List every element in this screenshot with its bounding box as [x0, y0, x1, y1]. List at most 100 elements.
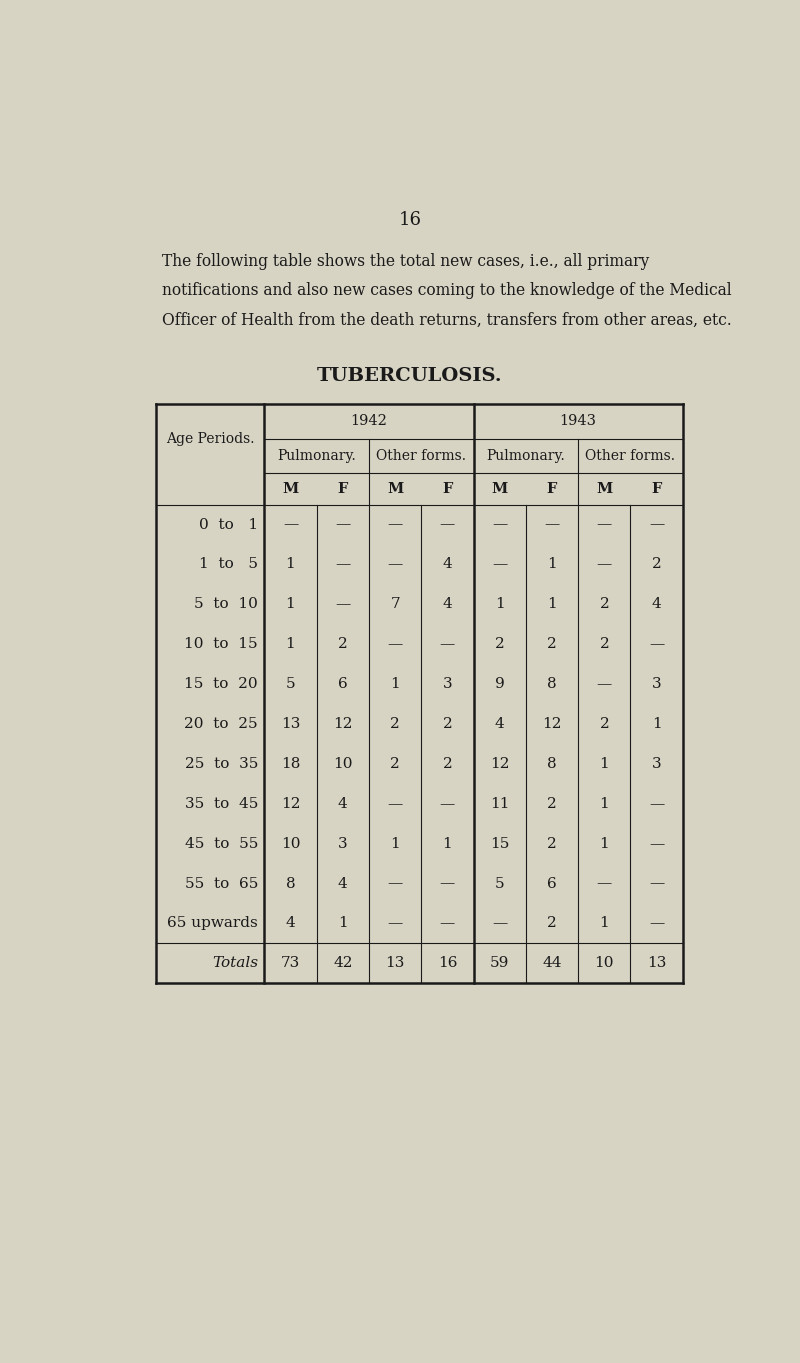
Text: Pulmonary.: Pulmonary.	[278, 448, 356, 463]
Text: 10: 10	[594, 957, 614, 970]
Text: M: M	[282, 483, 298, 496]
Text: F: F	[442, 483, 453, 496]
Text: 1: 1	[599, 837, 610, 851]
Text: 12: 12	[333, 717, 353, 731]
Text: —: —	[649, 638, 664, 652]
Text: 12: 12	[281, 797, 300, 811]
Text: —: —	[440, 797, 455, 811]
Text: 8: 8	[547, 677, 557, 691]
Text: —: —	[440, 518, 455, 532]
Text: 10  to  15: 10 to 15	[185, 638, 258, 652]
Text: 2: 2	[547, 797, 557, 811]
Text: —: —	[440, 916, 455, 931]
Text: Age Periods.: Age Periods.	[166, 432, 254, 446]
Text: 1: 1	[442, 837, 452, 851]
Text: 15: 15	[490, 837, 510, 851]
Text: 4: 4	[338, 876, 348, 890]
Text: 4: 4	[338, 797, 348, 811]
Text: 2: 2	[495, 638, 505, 652]
Text: —: —	[387, 638, 402, 652]
Text: 13: 13	[281, 717, 300, 731]
Text: —: —	[387, 797, 402, 811]
Text: 25  to  35: 25 to 35	[185, 756, 258, 771]
Text: 5: 5	[495, 876, 505, 890]
Text: —: —	[597, 677, 612, 691]
Text: 1: 1	[338, 916, 348, 931]
Text: —: —	[492, 916, 507, 931]
Text: 1942: 1942	[350, 414, 387, 428]
Text: 2: 2	[390, 756, 400, 771]
Text: 11: 11	[490, 797, 510, 811]
Text: 16: 16	[438, 957, 457, 970]
Text: —: —	[492, 518, 507, 532]
Text: 4: 4	[442, 557, 452, 571]
Text: —: —	[335, 557, 350, 571]
Text: 8: 8	[547, 756, 557, 771]
Text: 2: 2	[652, 557, 662, 571]
Text: The following table shows the total new cases, i.e., all primary: The following table shows the total new …	[162, 252, 650, 270]
Text: —: —	[649, 916, 664, 931]
Text: Pulmonary.: Pulmonary.	[486, 448, 566, 463]
Text: M: M	[596, 483, 613, 496]
Text: 2: 2	[547, 638, 557, 652]
Text: F: F	[547, 483, 558, 496]
Text: 35  to  45: 35 to 45	[185, 797, 258, 811]
Text: 55  to  65: 55 to 65	[185, 876, 258, 890]
Text: F: F	[338, 483, 348, 496]
Text: 13: 13	[386, 957, 405, 970]
Text: —: —	[649, 876, 664, 890]
Text: 1: 1	[599, 756, 610, 771]
Text: 0  to   1: 0 to 1	[199, 518, 258, 532]
Text: TUBERCULOSIS.: TUBERCULOSIS.	[317, 367, 503, 386]
Text: 3: 3	[652, 677, 662, 691]
Text: 3: 3	[338, 837, 347, 851]
Text: M: M	[491, 483, 508, 496]
Text: 1: 1	[286, 597, 295, 612]
Text: —: —	[597, 518, 612, 532]
Text: —: —	[597, 557, 612, 571]
Text: 45  to  55: 45 to 55	[185, 837, 258, 851]
Text: 1943: 1943	[560, 414, 597, 428]
Text: —: —	[387, 916, 402, 931]
Text: 1: 1	[547, 597, 557, 612]
Text: —: —	[440, 876, 455, 890]
Text: 12: 12	[542, 717, 562, 731]
Text: 1: 1	[599, 797, 610, 811]
Text: 13: 13	[647, 957, 666, 970]
Text: —: —	[597, 876, 612, 890]
Text: 44: 44	[542, 957, 562, 970]
Text: 4: 4	[286, 916, 295, 931]
Text: —: —	[283, 518, 298, 532]
Text: 5: 5	[286, 677, 295, 691]
Text: Other forms.: Other forms.	[586, 448, 675, 463]
Text: 15  to  20: 15 to 20	[185, 677, 258, 691]
Text: 16: 16	[398, 211, 422, 229]
Text: 2: 2	[442, 756, 452, 771]
Text: —: —	[649, 518, 664, 532]
Text: 10: 10	[333, 756, 353, 771]
Text: 1: 1	[652, 717, 662, 731]
Text: 42: 42	[333, 957, 353, 970]
Text: F: F	[651, 483, 662, 496]
Text: 2: 2	[599, 638, 610, 652]
Text: 10: 10	[281, 837, 300, 851]
Text: —: —	[649, 797, 664, 811]
Text: 2: 2	[599, 597, 610, 612]
Text: 1: 1	[390, 837, 400, 851]
Text: 9: 9	[495, 677, 505, 691]
Text: M: M	[387, 483, 403, 496]
Text: —: —	[387, 876, 402, 890]
Text: 2: 2	[547, 837, 557, 851]
Text: 4: 4	[495, 717, 505, 731]
Text: Other forms.: Other forms.	[376, 448, 466, 463]
Text: 1: 1	[599, 916, 610, 931]
Text: 59: 59	[490, 957, 510, 970]
Text: 7: 7	[390, 597, 400, 612]
Text: notifications and also new cases coming to the knowledge of the Medical: notifications and also new cases coming …	[162, 282, 732, 298]
Text: 1: 1	[547, 557, 557, 571]
Text: 65 upwards: 65 upwards	[167, 916, 258, 931]
Text: 1: 1	[390, 677, 400, 691]
Text: Officer of Health from the death returns, transfers from other areas, etc.: Officer of Health from the death returns…	[162, 312, 732, 328]
Text: 20  to  25: 20 to 25	[185, 717, 258, 731]
Text: 18: 18	[281, 756, 300, 771]
